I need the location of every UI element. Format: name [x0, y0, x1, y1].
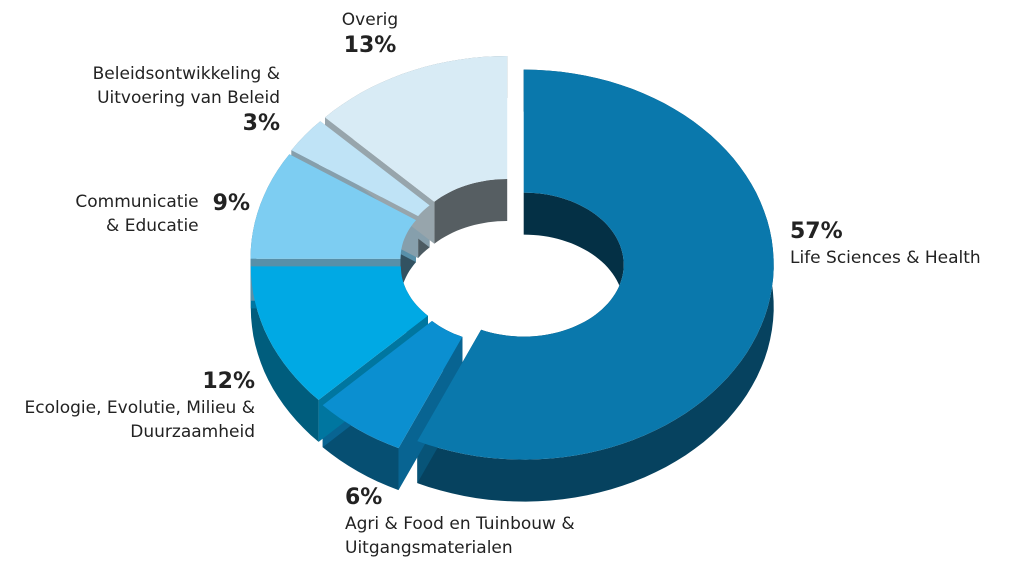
value-label: 12% — [202, 369, 255, 394]
slice — [250, 266, 428, 400]
slice-side — [250, 266, 319, 442]
value-label: 6% — [345, 485, 383, 510]
slice-label: Communicatie & Educatie 9% — [40, 190, 250, 238]
value-label: 13% — [343, 33, 397, 58]
category-label: Life Sciences & Health — [790, 248, 981, 268]
category-label: Ecologie, Evolutie, Milieu & Duurzaamhei… — [24, 398, 255, 442]
category-label: Agri & Food en Tuinbouw & Uitgangsmateri… — [345, 514, 575, 558]
value-label: 57% — [790, 219, 843, 244]
slice-label: 12% Ecologie, Evolutie, Milieu & Duurzaam… — [20, 368, 255, 444]
slice-label: Overig 13% — [300, 8, 440, 60]
value-label: 3% — [242, 111, 280, 136]
slice-label: 57% Life Sciences & Health — [790, 218, 1010, 270]
category-label: Communicatie & Educatie — [75, 192, 199, 236]
slice — [417, 69, 774, 460]
slice-side — [417, 69, 774, 502]
slice-inner-side — [434, 179, 508, 244]
slice — [250, 154, 416, 259]
slice — [325, 56, 508, 202]
slice-end — [398, 336, 463, 491]
slice-label: Beleidsontwikkeling & Uitvoering van Bel… — [40, 62, 280, 138]
slice — [291, 121, 430, 217]
value-label: 9% — [212, 191, 250, 216]
slice-label: 6% Agri & Food en Tuinbouw & Uitgangsmate… — [345, 484, 615, 560]
category-label: Beleidsontwikkeling & Uitvoering van Bel… — [92, 64, 280, 108]
slice — [322, 321, 463, 449]
category-label: Overig — [341, 10, 399, 30]
